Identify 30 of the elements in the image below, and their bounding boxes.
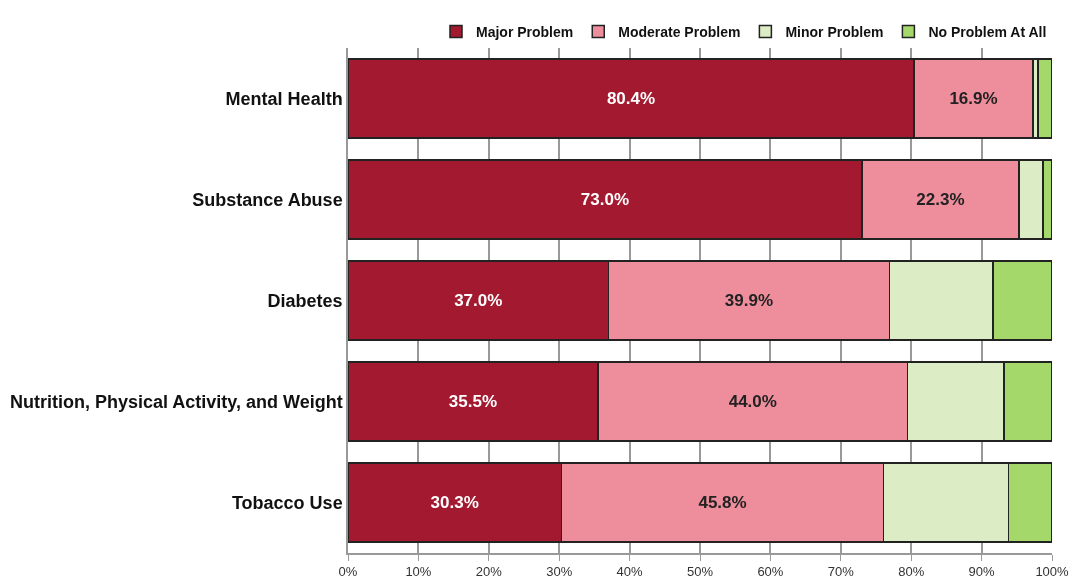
data-label: 37.0% bbox=[454, 291, 503, 310]
y-tick-label: Diabetes bbox=[267, 290, 343, 311]
x-tick-label: 60% bbox=[757, 564, 784, 580]
data-label: 35.5% bbox=[448, 392, 498, 411]
data-label: 80.4% bbox=[606, 89, 656, 108]
legend-label: Moderate Problem bbox=[618, 24, 741, 41]
data-label: 45.8% bbox=[698, 493, 747, 512]
data-label: 22.3% bbox=[916, 190, 965, 209]
data-label: 16.9% bbox=[949, 89, 998, 108]
x-tick-label: 70% bbox=[827, 564, 855, 580]
x-tick-label: 0% bbox=[338, 564, 358, 580]
y-tick-label: Substance Abuse bbox=[192, 189, 343, 210]
legend-label: Major Problem bbox=[476, 24, 574, 41]
x-tick-label: 80% bbox=[898, 564, 925, 580]
data-label: 39.9% bbox=[724, 291, 774, 310]
data-label: 44.0% bbox=[728, 392, 777, 411]
legend-label: No Problem At All bbox=[928, 24, 1047, 41]
x-tick-label: 30% bbox=[546, 564, 573, 580]
x-tick-label: 50% bbox=[686, 564, 714, 580]
y-tick-label: Mental Health bbox=[225, 88, 343, 109]
x-tick-label: 10% bbox=[405, 564, 432, 580]
x-tick-label: 90% bbox=[968, 564, 996, 580]
x-tick-label: 40% bbox=[616, 564, 644, 580]
y-tick-label: Tobacco Use bbox=[231, 492, 343, 513]
legend-label: Minor Problem bbox=[785, 24, 884, 41]
data-label: 30.3% bbox=[430, 493, 479, 512]
x-tick-label: 20% bbox=[475, 564, 503, 580]
y-tick-label: Nutrition, Physical Activity, and Weight bbox=[9, 391, 343, 412]
data-label: 73.0% bbox=[580, 190, 630, 209]
x-tick-label: 100% bbox=[1035, 564, 1070, 580]
